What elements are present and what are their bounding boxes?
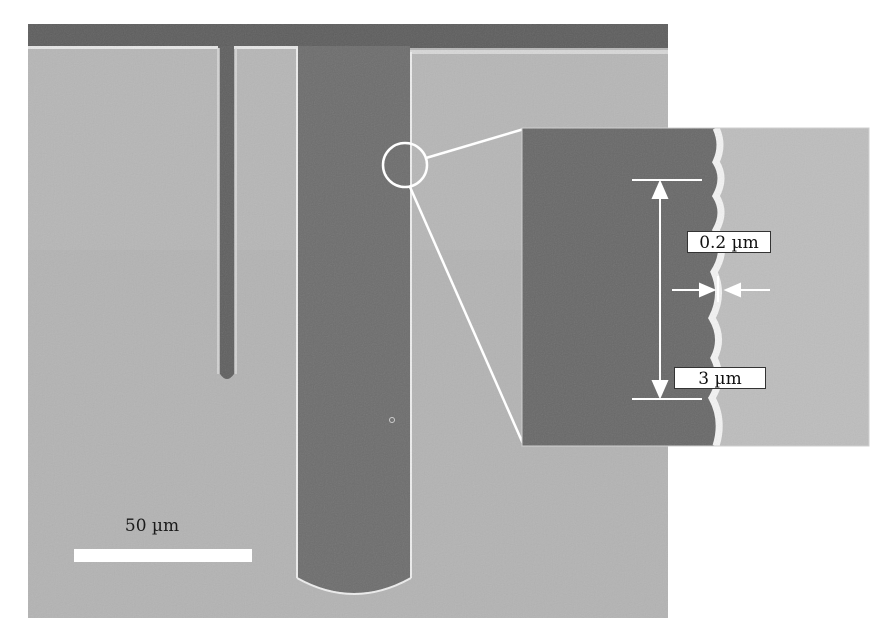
zoom-line-bottom xyxy=(408,186,526,447)
roughness-label: 0.2 µm xyxy=(687,231,771,253)
magnifier-circle xyxy=(381,141,429,189)
length-label: 3 µm xyxy=(674,367,766,389)
zoom-line-top xyxy=(425,127,525,160)
scale-bar-label: 50 µm xyxy=(124,516,180,536)
scale-bar xyxy=(74,549,252,562)
length-dimension xyxy=(632,179,702,400)
roughness-dimension xyxy=(672,276,770,302)
